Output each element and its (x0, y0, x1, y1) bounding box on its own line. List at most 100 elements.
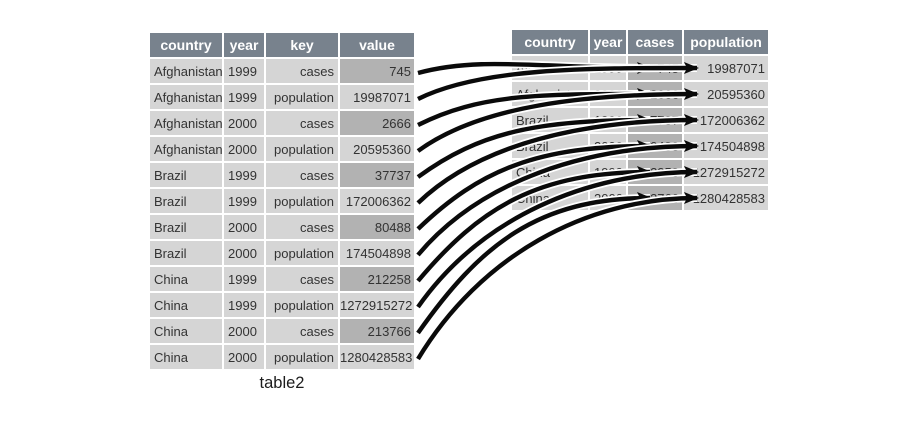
table-row: Afghanistan 2000 population 20595360 (150, 137, 414, 161)
left-cell-country: Afghanistan (150, 59, 223, 83)
left-cell-country: Brazil (150, 215, 222, 239)
table-row: Afghanistan 1999 745 19987071 (512, 56, 768, 80)
table-row: Brazil 1999 population 172006362 (150, 189, 414, 213)
right-cell-year: 1999 (590, 108, 626, 132)
right-table-header-row: country year cases population (512, 30, 768, 54)
right-header-population: population (684, 30, 768, 54)
table-row: China 1999 population 1272915272 (150, 293, 414, 317)
left-cell-key: cases (266, 163, 338, 187)
left-cell-year: 2000 (224, 319, 264, 343)
right-cell-population: 19987071 (684, 56, 768, 80)
left-cell-country: China (150, 319, 222, 343)
table-row: China 1999 cases 212258 (150, 267, 414, 291)
left-cell-country: Brazil (150, 163, 222, 187)
left-cell-value: 745 (340, 59, 414, 83)
mapping-arrow (416, 192, 652, 335)
right-cell-country: Afghanistan (512, 82, 588, 106)
left-cell-country: Afghanistan (150, 85, 223, 109)
right-cell-year: 1999 (590, 56, 626, 80)
right-cell-country: Afghanistan (512, 56, 588, 80)
right-cell-cases: 212258 (628, 160, 682, 184)
table-row: China 2000 213766 1280428583 (512, 186, 768, 210)
left-cell-key: cases (266, 267, 338, 291)
right-cell-country: Brazil (512, 108, 588, 132)
table-row: Brazil 2000 80488 174504898 (512, 134, 768, 158)
left-cell-key: population (266, 137, 338, 161)
right-cell-cases: 37737 (628, 108, 682, 132)
right-cell-cases: 2666 (628, 82, 682, 106)
table-row: Brazil 1999 37737 172006362 (512, 108, 768, 132)
left-cell-value: 80488 (340, 215, 414, 239)
mapping-arrow-casing (414, 194, 698, 362)
left-cell-year: 1999 (224, 59, 264, 83)
left-cell-country: Brazil (150, 241, 222, 265)
right-cell-year: 1999 (590, 160, 626, 184)
mapping-arrow (416, 192, 699, 361)
left-cell-key: population (266, 345, 338, 369)
table-row: Afghanistan 2000 2666 20595360 (512, 82, 768, 106)
table-row: Afghanistan 1999 cases 745 (150, 59, 414, 83)
right-cell-country: China (512, 186, 588, 210)
table-row: Brazil 1999 cases 37737 (150, 163, 414, 187)
right-cell-population: 172006362 (684, 108, 768, 132)
left-cell-value: 37737 (340, 163, 414, 187)
left-cell-key: population (266, 85, 338, 109)
left-cell-country: China (150, 345, 222, 369)
right-cell-population: 1272915272 (684, 160, 768, 184)
left-cell-key: population (266, 293, 338, 317)
left-table-header-row: country year key value (150, 33, 414, 57)
table-row: China 1999 212258 1272915272 (512, 160, 768, 184)
left-cell-key: population (266, 189, 338, 213)
long-format-table: country year key value Afghanistan 1999 ca… (148, 31, 416, 371)
right-header-country: country (512, 30, 588, 54)
left-cell-value: 20595360 (340, 137, 414, 161)
left-cell-country: China (150, 267, 222, 291)
left-cell-country: China (150, 293, 222, 317)
left-cell-value: 213766 (340, 319, 414, 343)
left-header-value: value (340, 33, 414, 57)
left-cell-key: cases (266, 59, 338, 83)
right-cell-year: 2000 (590, 134, 626, 158)
left-cell-year: 1999 (224, 189, 264, 213)
table-row: Brazil 2000 cases 80488 (150, 215, 414, 239)
right-cell-cases: 745 (628, 56, 682, 80)
left-cell-value: 172006362 (340, 189, 414, 213)
right-cell-cases: 213766 (628, 186, 682, 210)
left-cell-year: 1999 (224, 267, 264, 291)
left-header-year: year (224, 33, 264, 57)
wide-format-table: country year cases population Afghanista… (510, 28, 770, 212)
left-cell-value: 212258 (340, 267, 414, 291)
right-header-year: year (590, 30, 626, 54)
table-row: Afghanistan 2000 cases 2666 (150, 111, 414, 135)
table-row: China 2000 population 1280428583 (150, 345, 414, 369)
left-header-key: key (266, 33, 338, 57)
right-cell-population: 1280428583 (684, 186, 768, 210)
left-cell-value: 19987071 (340, 85, 414, 109)
left-cell-value: 2666 (340, 111, 414, 135)
mapping-arrow-casing (414, 194, 651, 336)
table-row: China 2000 cases 213766 (150, 319, 414, 343)
left-cell-year: 1999 (224, 293, 264, 317)
left-cell-key: cases (266, 319, 338, 343)
left-cell-country: Brazil (150, 189, 222, 213)
right-cell-population: 20595360 (684, 82, 768, 106)
left-header-country: country (150, 33, 222, 57)
table-caption: table2 (259, 374, 305, 392)
left-cell-value: 1272915272 (340, 293, 414, 317)
left-cell-year: 1999 (224, 85, 264, 109)
table-row: Brazil 2000 population 174504898 (150, 241, 414, 265)
left-cell-year: 2000 (224, 111, 264, 135)
left-cell-value: 1280428583 (340, 345, 414, 369)
left-cell-key: population (266, 241, 338, 265)
right-cell-country: Brazil (512, 134, 588, 158)
right-cell-population: 174504898 (684, 134, 768, 158)
left-cell-year: 2000 (224, 241, 264, 265)
right-cell-cases: 80488 (628, 134, 682, 158)
left-cell-year: 2000 (224, 137, 264, 161)
right-cell-year: 2000 (590, 186, 626, 210)
left-cell-value: 174504898 (340, 241, 414, 265)
left-cell-year: 2000 (224, 345, 264, 369)
left-cell-country: Afghanistan (150, 111, 223, 135)
left-cell-year: 2000 (224, 215, 264, 239)
